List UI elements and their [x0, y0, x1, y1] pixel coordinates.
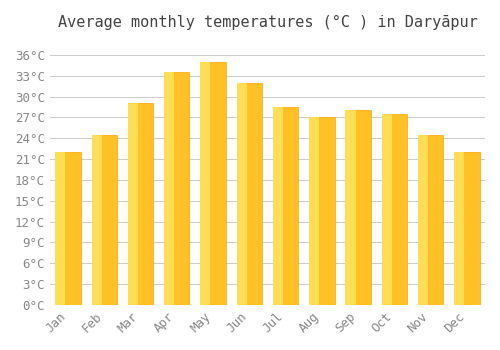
- Bar: [309, 117, 334, 305]
- Bar: [273, 107, 283, 305]
- Bar: [454, 152, 464, 305]
- Bar: [454, 152, 479, 305]
- Bar: [236, 83, 262, 305]
- Bar: [92, 135, 102, 305]
- Bar: [92, 135, 117, 305]
- Bar: [309, 117, 320, 305]
- Bar: [273, 107, 298, 305]
- Bar: [56, 152, 66, 305]
- Bar: [128, 104, 153, 305]
- Bar: [236, 83, 247, 305]
- Bar: [346, 110, 371, 305]
- Bar: [200, 62, 226, 305]
- Bar: [128, 104, 138, 305]
- Bar: [346, 110, 356, 305]
- Bar: [164, 72, 190, 305]
- Bar: [418, 135, 444, 305]
- Bar: [164, 72, 174, 305]
- Bar: [56, 152, 80, 305]
- Bar: [418, 135, 428, 305]
- Title: Average monthly temperatures (°C ) in Daryāpur: Average monthly temperatures (°C ) in Da…: [58, 15, 478, 30]
- Bar: [200, 62, 210, 305]
- Bar: [382, 114, 407, 305]
- Bar: [382, 114, 392, 305]
